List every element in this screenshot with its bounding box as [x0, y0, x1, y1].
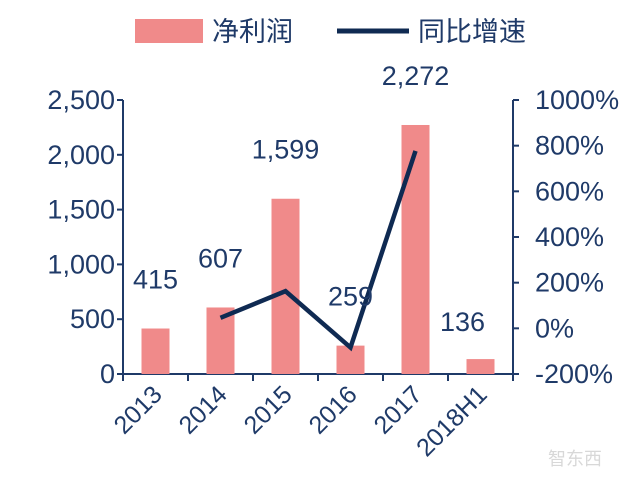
data-label-2015: 1,599 — [252, 135, 320, 165]
left-tick-label: 2,500 — [47, 85, 115, 115]
right-tick-label: 1000% — [535, 85, 619, 115]
axes — [117, 99, 519, 381]
data-label-2016: 259 — [328, 282, 373, 312]
bar-2013 — [141, 328, 170, 374]
right-axis-ticks: -200% 0% 200% 400% 600% 800% 1000% — [535, 85, 619, 389]
x-tick-label: 2014 — [174, 380, 233, 439]
legend-label-yoy-growth: 同比增速 — [418, 17, 526, 48]
right-tick-label: 800% — [535, 131, 604, 161]
bars — [141, 124, 495, 374]
right-tick-label: 0% — [535, 313, 574, 343]
left-tick-label: 2,000 — [47, 140, 115, 170]
x-tick-label: 2013 — [109, 380, 168, 439]
left-tick-label: 0 — [100, 359, 115, 389]
legend-swatch-net-profit — [135, 19, 203, 43]
left-tick-label: 500 — [70, 304, 115, 334]
growth-line-path — [219, 150, 418, 352]
right-tick-label: 600% — [535, 176, 604, 206]
left-axis-ticks: 0 500 1,000 1,500 2,000 2,500 — [47, 85, 115, 389]
legend-label-net-profit: 净利润 — [212, 17, 293, 48]
data-label-2018H1: 136 — [440, 307, 485, 337]
x-tick-label: 2018H1 — [411, 380, 493, 462]
bar-data-labels: 415 607 1,599 259 2,272 136 — [133, 61, 485, 337]
bar-2017 — [401, 124, 430, 374]
right-tick-label: 400% — [535, 222, 604, 252]
x-tick-label: 2017 — [369, 380, 428, 439]
bar-2015 — [271, 198, 300, 374]
x-tick-label: 2015 — [239, 380, 298, 439]
bar-2014 — [206, 307, 235, 374]
growth-line — [219, 150, 418, 352]
data-label-2014: 607 — [198, 243, 243, 273]
x-tick-label: 2016 — [304, 380, 363, 439]
left-tick-label: 1,000 — [47, 249, 115, 279]
watermark-logo: 智东西 — [548, 449, 602, 470]
bar-2018H1 — [466, 359, 495, 374]
right-tick-label: -200% — [535, 359, 613, 389]
left-tick-label: 1,500 — [47, 195, 115, 225]
legend: 净利润 同比增速 — [135, 17, 526, 48]
right-tick-label: 200% — [535, 268, 604, 298]
data-label-2013: 415 — [133, 265, 178, 295]
data-label-2017: 2,272 — [382, 61, 450, 91]
